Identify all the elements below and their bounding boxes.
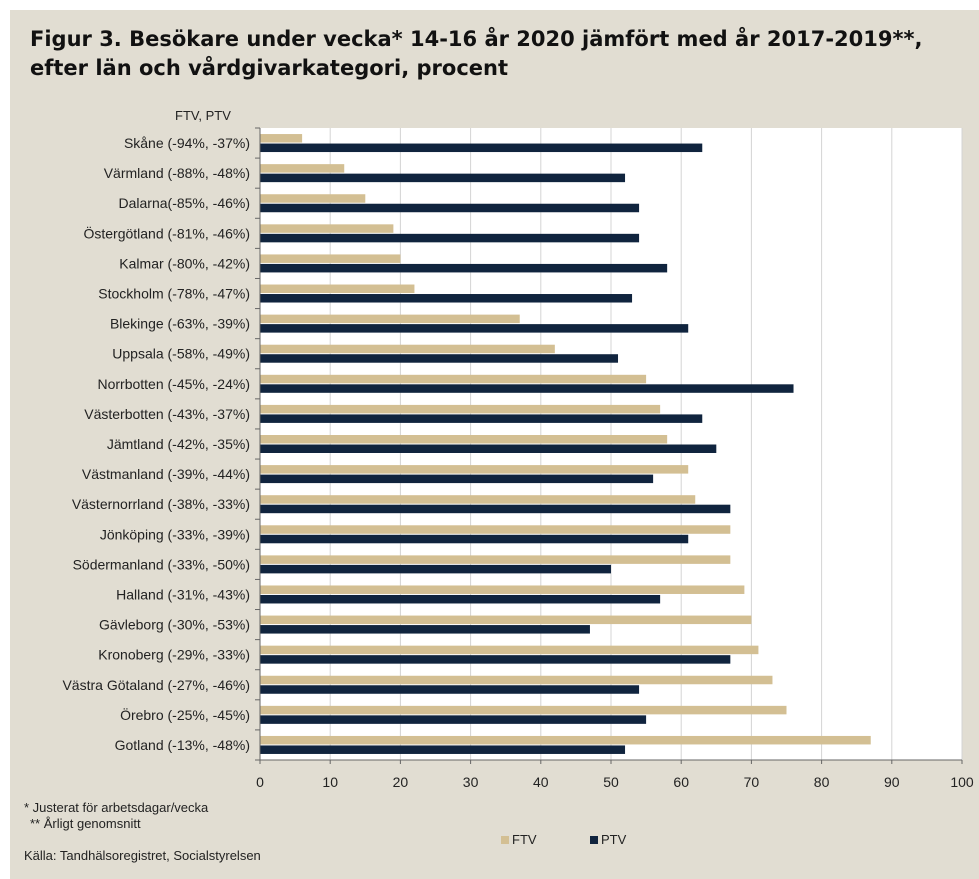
category-label: Uppsala (-58%, -49%) [112, 346, 250, 362]
x-tick-label: 80 [814, 774, 830, 790]
legend-label-ftv: FTV [512, 832, 537, 847]
category-label: Västernorrland (-38%, -33%) [72, 496, 250, 512]
bar-ptv [260, 263, 668, 273]
category-label: Örebro (-25%, -45%) [120, 706, 250, 723]
bar-ftv [260, 164, 345, 173]
bar-ftv [260, 525, 731, 534]
x-tick-label: 70 [744, 774, 760, 790]
bar-ptv [260, 233, 640, 243]
bar-ftv [260, 495, 696, 504]
x-tick-label: 10 [322, 774, 338, 790]
x-tick-label: 20 [393, 774, 409, 790]
category-label: Dalarna(-85%, -46%) [119, 195, 251, 211]
category-label: Kronoberg (-29%, -33%) [98, 647, 250, 663]
bar-ftv [260, 284, 415, 294]
legend-swatch-ptv [590, 835, 598, 844]
bar-ptv [260, 173, 626, 183]
x-tick-label: 30 [463, 774, 479, 790]
bar-ftv [260, 735, 871, 745]
x-tick-label: 100 [950, 774, 974, 790]
bar-ptv [260, 474, 654, 484]
bar-ptv [260, 354, 619, 363]
bar-ptv [260, 143, 703, 153]
bar-ptv [260, 444, 717, 453]
category-label: Norrbotten (-45%, -24%) [97, 376, 250, 392]
bar-ptv [260, 294, 633, 303]
category-label: Skåne (-94%, -37%) [124, 135, 250, 151]
x-tick-label: 60 [673, 774, 689, 790]
category-label: Kalmar (-80%, -42%) [119, 255, 250, 271]
figure-panel: Figur 3. Besökare under vecka* 14-16 år … [10, 10, 979, 879]
bar-ftv [260, 615, 752, 625]
category-label: Västmanland (-39%, -44%) [82, 466, 250, 482]
bar-ptv [260, 594, 661, 604]
bar-ftv [260, 314, 520, 324]
category-label: Södermanland (-33%, -50%) [73, 556, 250, 572]
bar-ptv [260, 414, 703, 423]
x-tick-label: 0 [256, 774, 264, 790]
bar-ptv [260, 685, 640, 694]
category-label: Gotland (-13%, -48%) [115, 737, 250, 753]
category-label: Stockholm (-78%, -47%) [98, 286, 250, 302]
bar-ftv [260, 675, 773, 685]
bar-ftv [260, 645, 759, 655]
bar-ftv [260, 194, 366, 203]
bar-ptv [260, 655, 731, 664]
x-tick-label: 90 [884, 774, 900, 790]
bar-ptv [260, 384, 794, 393]
chart-title: Figur 3. Besökare under vecka* 14-16 år … [30, 27, 923, 80]
bar-ptv [260, 324, 689, 333]
bar-ftv [260, 404, 661, 414]
bar-ftv [260, 555, 731, 564]
legend-label-ptv: PTV [601, 832, 627, 847]
x-tick-label: 50 [603, 774, 619, 790]
source-note: Källa: Tandhälsoregistret, Socialstyrels… [24, 848, 261, 863]
legend-item-ftv: FTV [501, 832, 537, 847]
bar-ftv [260, 585, 745, 594]
category-label: Västra Götaland (-27%, -46%) [62, 677, 250, 693]
bar-ftv [260, 344, 555, 354]
category-label: Värmland (-88%, -48%) [104, 165, 250, 181]
bar-ptv [260, 504, 731, 514]
category-label: Halland (-31%, -43%) [116, 586, 250, 602]
y-axis-label: FTV, PTV [175, 108, 231, 123]
bar-ptv [260, 203, 640, 213]
category-label: Östergötland (-81%, -46%) [83, 224, 250, 241]
legend-item-ptv: PTV [590, 832, 626, 847]
bar-ptv [260, 745, 626, 754]
footnote-annual-average: ** Årligt genomsnitt [30, 816, 141, 831]
category-label: Gävleborg (-30%, -53%) [99, 617, 250, 633]
category-label: Västerbotten (-43%, -37%) [84, 406, 250, 422]
bar-ftv [260, 374, 647, 384]
bar-ptv [260, 625, 590, 634]
bar-ftv [260, 134, 303, 143]
bar-ftv [260, 705, 787, 715]
footnote-weekdays: * Justerat för arbetsdagar/vecka [24, 800, 209, 815]
bar-ftv [260, 254, 401, 263]
bar-ptv [260, 534, 689, 544]
category-label: Jämtland (-42%, -35%) [107, 436, 250, 452]
category-label: Jönköping (-33%, -39%) [100, 526, 250, 542]
bar-ftv [260, 465, 689, 474]
bar-ptv [260, 564, 611, 574]
bar-ptv [260, 715, 647, 724]
legend-swatch-ftv [501, 835, 509, 844]
bar-ftv [260, 224, 394, 233]
bar-chart: Skåne (-94%, -37%) Värmland (-88%, -48%) D… [62, 108, 974, 790]
bar-ftv [260, 435, 668, 444]
category-label: Blekinge (-63%, -39%) [110, 316, 250, 332]
x-tick-label: 40 [533, 774, 549, 790]
